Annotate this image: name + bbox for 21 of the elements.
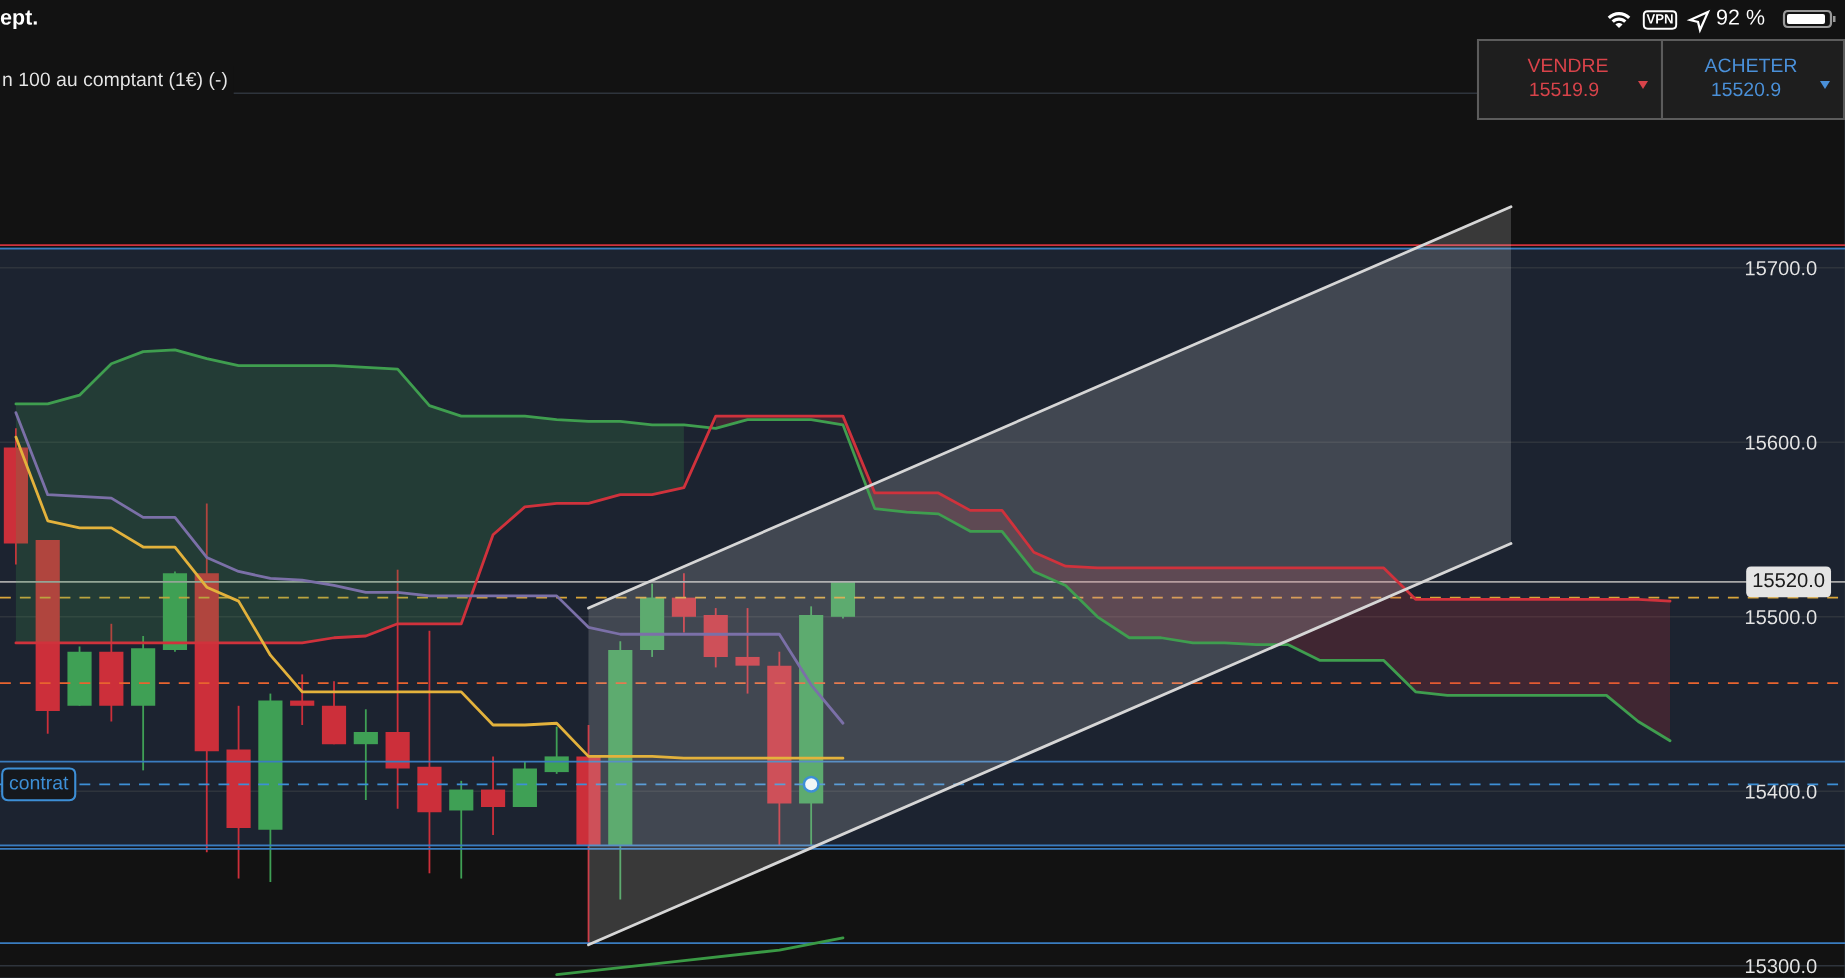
annotation: 15519.9 [1530,82,1599,97]
ref-line-label: contrat [9,776,69,790]
y-tick-label: 15400.0 [1745,784,1817,799]
text: 92 % [1717,9,1765,25]
candlestick [290,673,315,726]
candlestick [353,708,378,801]
line-series [555,936,845,976]
y-tick-label: 15700.0 [1745,261,1817,276]
y-tick-label: 15600.0 [1745,435,1817,450]
annotation: VENDRE [1527,58,1608,73]
y-tick-label: 15500.0 [1745,610,1817,625]
text: VPN [1646,14,1673,24]
candlestick [735,607,760,695]
line-series [14,348,1672,743]
y-tick-label: 15300.0 [1745,959,1817,974]
annotation: ACHETER [1704,58,1797,73]
line-series [14,411,845,725]
text: n 100 au comptant (1€) (-) [3,71,227,91]
annotation: 15520.9 [1712,82,1781,97]
ref-line-label: 15520.0 [1753,573,1825,588]
text: ept. [0,10,37,30]
